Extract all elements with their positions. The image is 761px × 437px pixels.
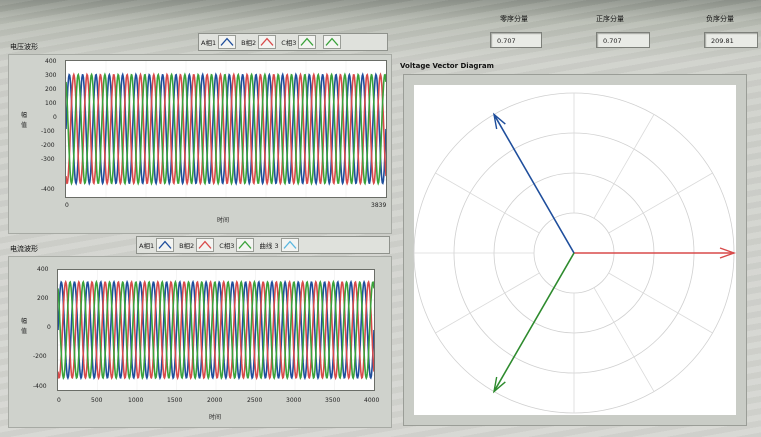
voltage-legend[interactable]: A相1 B相2 C相3 [198,33,388,51]
v-ytick: -100 [41,128,55,135]
v-ytick: 400 [45,58,57,65]
legend-item-b[interactable]: B相2 [241,35,278,49]
legend-line-icon-b [258,35,277,49]
voltage-xlabel: 时间 [217,217,230,224]
neg-seq-label: 负序分量 [706,15,734,23]
voltage-ylabel: 幅值 [21,112,28,129]
c-ytick: 400 [37,266,49,273]
polar-grid-spoke [608,172,713,234]
legend-item-curve3[interactable]: 曲线 3 [259,238,300,252]
legend-item-d[interactable] [321,35,343,49]
legend-label-a: A相1 [201,39,217,47]
legend-label-c: C相3 [219,242,235,250]
legend-line-icon-c [236,238,255,252]
c-xtick: 500 [91,397,103,404]
v-ytick: -400 [41,186,55,193]
polar-grid-spoke [593,114,655,219]
phasor-arrowhead-3 [492,376,506,394]
series-line-2 [58,279,374,381]
series-line-1 [66,72,386,186]
c-ytick: 0 [47,324,51,331]
current-xlabel: 时间 [209,414,222,421]
current-ylabel: 幅值 [21,318,28,335]
c-xtick: 1500 [167,397,183,404]
legend-label-a: A相1 [139,242,155,250]
polar-grid-spoke [435,272,540,334]
legend-item-b[interactable]: B相2 [179,238,216,252]
voltage-plot-svg [66,61,386,197]
c-xtick: 4000 [364,397,380,404]
v-ytick: 0 [53,114,57,121]
v-xtick: 0 [65,202,69,209]
c-xtick: 1000 [128,397,144,404]
polar-background [414,85,736,415]
legend-line-icon-c [298,35,317,49]
c-xtick: 0 [57,397,61,404]
v-ytick: -300 [41,156,55,163]
current-plot-area [57,269,375,391]
current-graph-title: 电流波形 [10,245,38,253]
voltage-graph: 幅值 400 300 200 100 0 -100 -200 -300 -400… [8,54,392,234]
legend-label-c: C相3 [281,39,297,47]
pos-seq-indicator: 0.707 [596,32,650,48]
c-ytick: -200 [33,353,47,360]
c-ytick: 200 [37,295,49,302]
series-line-3 [58,279,374,381]
series-line-2 [66,72,386,186]
phasor-line-3 [493,252,575,392]
current-plot-svg [58,270,374,390]
v-xtick: 3839 [371,202,387,209]
legend-item-a[interactable]: A相1 [201,35,238,49]
legend-label-curve3: 曲线 3 [259,242,279,250]
c-xtick: 2500 [247,397,263,404]
zero-seq-label: 零序分量 [500,15,528,23]
v-ytick: 200 [45,86,57,93]
v-ytick: 300 [45,72,57,79]
current-graph: 幅值 400 200 0 -200 -400 0 500 1000 1500 2… [8,256,392,428]
voltage-plot-area [65,60,387,198]
phasor-line-2 [493,114,575,254]
phasor-arrowhead-1 [719,247,737,259]
neg-seq-indicator: 209.81 [704,32,758,48]
c-xtick: 3000 [286,397,302,404]
vector-diagram [403,74,747,426]
pos-seq-label: 正序分量 [596,15,624,23]
polar-grid-spoke [608,272,713,334]
polar-plot-svg [413,85,737,415]
legend-label-b: B相2 [179,242,195,250]
vector-diagram-title: Voltage Vector Diagram [400,62,494,70]
legend-label-b: B相2 [241,39,257,47]
series-line-3 [66,72,386,186]
legend-item-c[interactable]: C相3 [281,35,318,49]
zero-seq-indicator: 0.707 [490,32,542,48]
legend-line-icon-b [196,238,215,252]
legend-line-icon-a [218,35,237,49]
legend-item-e[interactable] [304,238,306,252]
phasor-arrowhead-2 [492,112,506,130]
c-ytick: -400 [33,383,47,390]
c-xtick: 3500 [325,397,341,404]
series-line-1 [58,279,374,381]
legend-item-a[interactable]: A相1 [139,238,176,252]
legend-line-icon-curve3 [280,238,299,252]
polar-grid-spoke [435,172,540,234]
legend-item-c[interactable]: C相3 [219,238,256,252]
voltage-graph-title: 电压波形 [10,43,38,51]
v-ytick: 100 [45,100,57,107]
v-ytick: -200 [41,142,55,149]
current-legend[interactable]: A相1 B相2 C相3 曲线 3 [136,236,390,254]
legend-line-icon-d [323,35,342,49]
c-xtick: 2000 [207,397,223,404]
polar-grid-spoke [593,287,655,392]
legend-line-icon-a [156,238,175,252]
